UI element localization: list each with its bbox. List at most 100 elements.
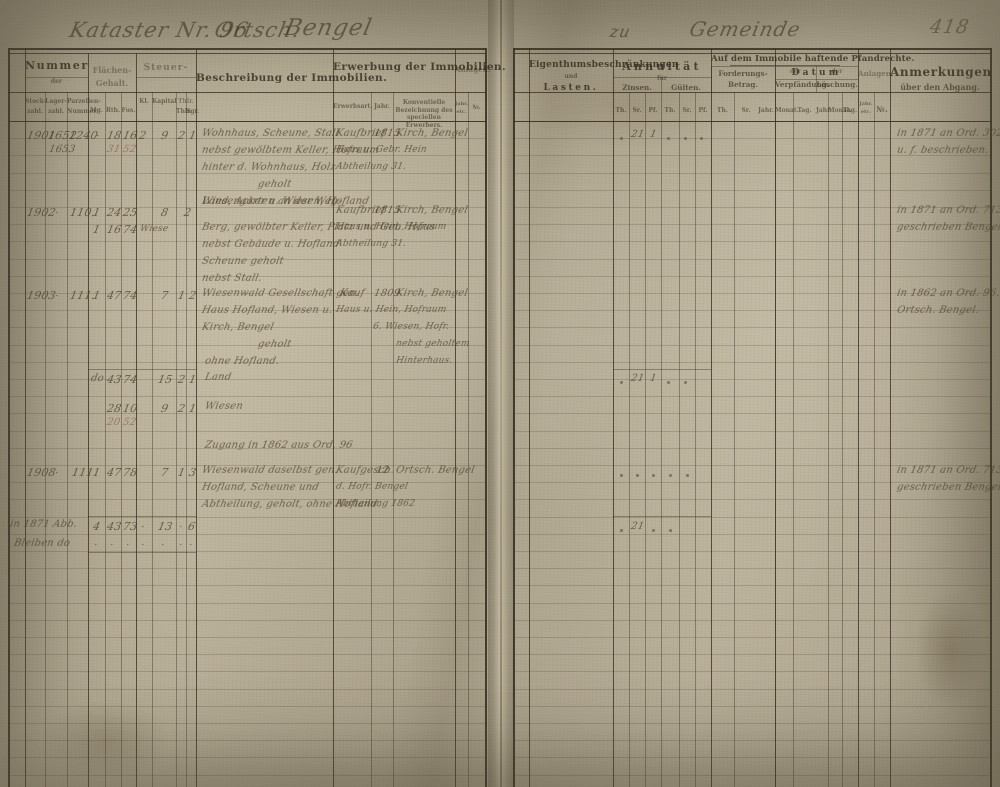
cell-anmerkung-line: u. f. beschrieben. — [895, 145, 990, 156]
col-stock-label2: zahl. — [26, 108, 44, 115]
cell-anmerkung-line: geschrieben Bengel. — [895, 482, 1000, 493]
header-annuitaet-fuer: für — [656, 75, 668, 82]
col-anlagen2-jahr-label: Jahr. — [859, 101, 873, 107]
ruling-line — [514, 534, 990, 535]
ruling-line — [514, 568, 990, 569]
col-steuerbetrag-label: Thlr. — [178, 98, 194, 105]
col-steuer-t-label: Thlr. — [176, 108, 192, 115]
cell-anmerkung-line: Ortsch. Bengel. — [895, 305, 981, 316]
ruling-line — [514, 775, 990, 776]
cell-flaeche-b-2: 74 — [121, 223, 139, 236]
cell-flaeche-a: 47 — [105, 466, 123, 479]
cell-dot — [636, 474, 639, 477]
ruling-line — [9, 723, 485, 724]
header-datum: Datum — [791, 68, 842, 78]
cell-flaeche-b: 74 — [121, 289, 139, 302]
col-vp-jahr-label: Jahr. — [758, 107, 774, 114]
ruling-line — [9, 757, 485, 758]
cell-beschreibung-line: geholt — [256, 339, 293, 350]
col-lo-monat-label: Monat. — [828, 107, 852, 114]
cell-kl: 15 — [156, 373, 174, 386]
ruling-line — [9, 379, 485, 380]
col-lo-tag-label: Tag. — [842, 107, 858, 114]
cell-beschreibung-line: Hofland, Scheune und — [200, 482, 320, 493]
col-lager-label: Lager- — [45, 98, 67, 105]
ruling-line — [9, 293, 485, 294]
cell-flaeche-correction-b: 52 — [121, 144, 138, 155]
ruling-line — [9, 637, 485, 638]
header-datum-der-1: der — [789, 68, 802, 75]
cell-beschreibung-line: Haus Hofland, Wiesen u. — [200, 305, 334, 316]
cell-erwerber-line: d. Hofr. Bengel — [335, 482, 409, 492]
cell-beschreibung-line: hinter d. Wohnhaus, Holz — [200, 162, 337, 173]
col-anlagen2-jahr-label2: etc. — [860, 109, 872, 115]
ruling-line — [514, 241, 990, 242]
cell-anmerkung-line: in 1871 an Ord. 713 — [895, 205, 1000, 216]
cell-beschreibung-line: nebst Stall. — [200, 273, 263, 284]
ruling-line — [9, 706, 485, 707]
col-anlagen2-nr-label: №. — [876, 104, 888, 114]
header-anlagen-right: Anlagen. — [858, 69, 894, 78]
ruling-line — [9, 345, 485, 346]
cell-flaeche-a: 47 — [105, 289, 123, 302]
cell-dot — [669, 529, 672, 532]
heading-zu: zu — [607, 22, 633, 41]
col-guelt-pf-label: Pf. — [698, 107, 708, 114]
cell-erwerber-line: Ortsch. Bengel — [394, 465, 476, 476]
cell-beschreibung-line: Land — [203, 372, 233, 383]
cell-flaeche-a: 18 — [105, 129, 123, 142]
ruling-line — [514, 603, 990, 604]
page-number: 418 — [928, 16, 972, 38]
cell-dot — [686, 474, 689, 477]
ruling-line — [9, 534, 485, 535]
cell-beschreibung-line: Scheune geholt — [200, 256, 285, 267]
ruling-line — [9, 138, 485, 139]
cell-dot — [700, 137, 703, 140]
col-guelt-th-label: Th. — [664, 107, 676, 114]
col-parzelle-label2: Nummer. — [67, 108, 99, 115]
cell-erwerbsart: Kauf — [338, 288, 366, 299]
col-anlagen-jahr-label2: etc. — [456, 109, 467, 115]
col-steuer-s-label: Sgr. — [186, 108, 200, 115]
cell-dot — [684, 137, 687, 140]
cell-annuitaet-zins-t: 21 — [629, 373, 646, 384]
cell-anmerkung-line: geschrieben Bengel. — [895, 222, 1000, 233]
header-beschreibung: Beschreibung der Immobilien. — [196, 72, 388, 84]
ruling-line — [514, 155, 990, 156]
ruling-line — [514, 396, 990, 397]
header-anlagen-left: Anlagen. — [455, 65, 491, 74]
header-verpfaendung: Verpfändung. — [775, 80, 830, 89]
ruling-line — [9, 241, 485, 242]
header-steuer: Steuer- — [143, 63, 189, 73]
header-zinsen: Zinsen. — [622, 83, 652, 92]
cell-flaeche-b: 10 — [121, 402, 139, 415]
ruling-line — [514, 757, 990, 758]
total-flaeche-a: 43 — [105, 520, 123, 533]
cell-flaeche-correction-a: 20 — [105, 417, 122, 428]
cell-dot — [620, 529, 623, 532]
cell-dot — [652, 474, 655, 477]
col-kl-label: Kl. — [139, 98, 149, 105]
cell-beschreibung-line: Wohnhaus, Scheune, Stall — [200, 128, 340, 139]
cell-stock: 1902 — [25, 206, 58, 219]
cell-flaeche-correction-a: 31 — [105, 144, 122, 155]
heading-place-name: Bengel — [282, 15, 375, 41]
header-forderung: Forderungs- — [718, 69, 768, 78]
cell-flaeche-a: 43 — [105, 373, 123, 386]
ruling-line — [514, 310, 990, 311]
ruling-line — [514, 654, 990, 655]
total-annuitaet-zins: 21 — [629, 521, 646, 532]
col-lager-label2: zahl. — [47, 108, 65, 115]
ruling-line — [9, 499, 485, 500]
ruling-line — [9, 603, 485, 604]
ruling-line — [514, 276, 990, 277]
col-bezeichnung-label: Konventielle Bezeichnung des speciellen … — [395, 99, 453, 129]
ruling-line — [514, 138, 990, 139]
total-label: in 1871 Abb. — [8, 519, 79, 530]
cell-stock: 1908 — [25, 466, 58, 479]
cell-erwerber-line: Abtheilung 1862 — [335, 499, 416, 509]
cell-dot — [620, 381, 623, 384]
ruling-line — [9, 362, 485, 363]
ruling-line — [514, 740, 990, 741]
